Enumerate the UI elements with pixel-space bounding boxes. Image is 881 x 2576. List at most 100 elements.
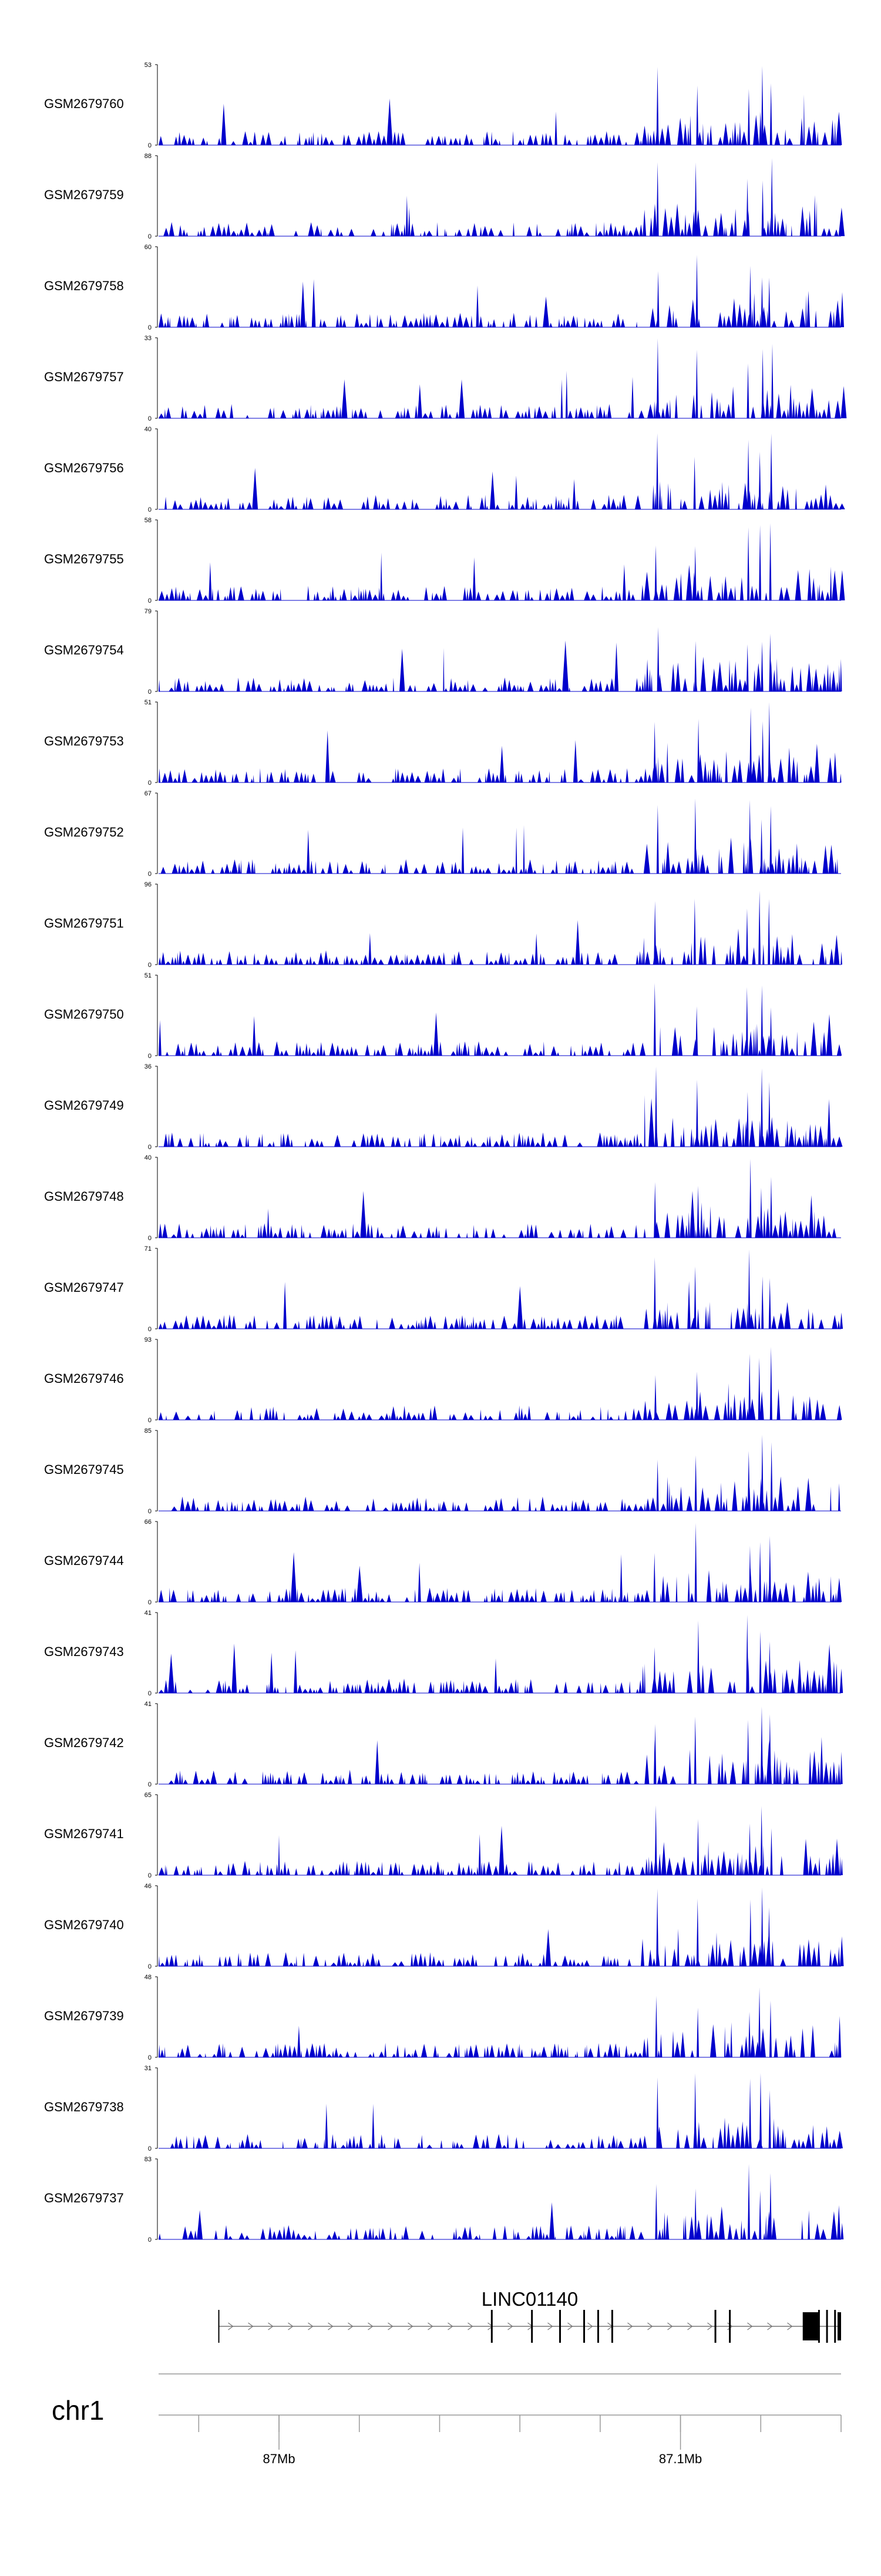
strand-arrow <box>667 2322 673 2330</box>
track-plot: 71 0 <box>144 1246 843 1333</box>
signal-peak <box>749 266 752 327</box>
signal-peak <box>697 1620 700 1693</box>
y-max-label: 66 <box>144 1519 152 1526</box>
signal-peak <box>748 1823 751 1875</box>
track-GSM2679750: GSM2679750 51 0 <box>0 973 881 1064</box>
y-min-label: 0 <box>148 1781 152 1788</box>
track-GSM2679742: GSM2679742 41 0 <box>0 1701 881 1792</box>
track-label: GSM2679751 <box>44 916 124 931</box>
y-max-label: 65 <box>144 1792 152 1799</box>
y-max-label: 60 <box>144 244 152 251</box>
signal-peak <box>761 180 764 236</box>
signal-peak <box>760 1806 763 1875</box>
signal-peak <box>657 627 660 691</box>
signal-peak <box>653 1647 656 1693</box>
signal-peak <box>693 898 696 965</box>
signal-peak <box>697 719 700 782</box>
signal-peak <box>761 1276 764 1329</box>
signal-peak <box>761 1435 764 1511</box>
track-GSM2679756: GSM2679756 40 0 <box>0 426 881 518</box>
signal-peak <box>654 1182 657 1238</box>
track-label: GSM2679759 <box>44 187 124 202</box>
track-GSM2679754: GSM2679754 79 0 <box>0 609 881 700</box>
gene-exon <box>597 2310 599 2343</box>
signal-peak <box>747 363 749 418</box>
signal-peak <box>653 983 656 1056</box>
signal-peak <box>768 1082 771 1147</box>
track-GSM2679744: GSM2679744 66 0 <box>0 1519 881 1610</box>
track-plot: 51 0 <box>144 973 842 1060</box>
strand-arrow <box>627 2322 633 2330</box>
signal-peak <box>746 179 749 236</box>
y-max-label: 58 <box>144 518 152 524</box>
strand-arrow <box>408 2322 413 2330</box>
y-max-label: 67 <box>144 791 152 797</box>
gene-exon <box>802 2312 819 2340</box>
track-GSM2679737: GSM2679737 83 0 <box>0 2157 881 2248</box>
y-max-label: 85 <box>144 1428 152 1435</box>
signal-peak <box>761 985 764 1056</box>
signal-peak <box>693 456 696 509</box>
y-max-label: 46 <box>144 1883 152 1890</box>
x-tick-label: 87Mb <box>263 2451 295 2466</box>
signal-area <box>159 1383 842 1420</box>
signal-area <box>159 1281 843 1329</box>
y-min-label: 0 <box>148 2145 152 2152</box>
track-plot: 48 0 <box>144 1974 842 2061</box>
track-label: GSM2679755 <box>44 552 124 566</box>
signal-peak <box>747 1450 750 1511</box>
signal-peak <box>697 1185 700 1238</box>
signal-peak <box>656 338 659 418</box>
gene-exon <box>818 2310 820 2343</box>
signal-peak <box>655 1066 658 1147</box>
y-min-label: 0 <box>148 1053 152 1060</box>
strand-arrow <box>228 2322 234 2330</box>
track-plot: 65 0 <box>144 1792 843 1879</box>
signal-peak <box>747 89 750 145</box>
signal-peak <box>654 1375 657 1420</box>
signal-peak <box>749 707 752 782</box>
signal-peak <box>749 1899 752 1966</box>
signal-peak <box>694 1523 697 1602</box>
track-label: GSM2679745 <box>44 1462 124 1477</box>
track-plot: 96 0 <box>144 882 842 969</box>
signal-peak <box>769 1007 772 1056</box>
track-plot: 33 0 <box>144 335 847 422</box>
signal-peak <box>768 277 771 327</box>
track-GSM2679747: GSM2679747 71 0 <box>0 1246 881 1337</box>
track-label: GSM2679741 <box>44 1826 124 1841</box>
track-plot: 58 0 <box>144 518 845 604</box>
strand-arrow <box>308 2322 314 2330</box>
track-label: GSM2679750 <box>44 1007 124 1022</box>
track-label: GSM2679737 <box>44 2191 124 2205</box>
signal-peak <box>695 350 698 418</box>
signal-area <box>159 1191 842 1238</box>
signal-peak <box>747 439 750 509</box>
signal-peak <box>759 2190 762 2239</box>
y-max-label: 93 <box>144 1337 152 1344</box>
y-min-label: 0 <box>148 962 152 969</box>
track-label: GSM2679738 <box>44 2100 124 2114</box>
track-GSM2679755: GSM2679755 58 0 <box>0 518 881 609</box>
signal-peak <box>694 1455 697 1511</box>
signal-peak <box>694 2188 697 2239</box>
track-plot: 79 0 <box>144 609 842 696</box>
y-max-label: 41 <box>144 1610 152 1617</box>
y-min-label: 0 <box>148 1872 152 1879</box>
x-tick-label: 87.1Mb <box>659 2451 702 2466</box>
signal-peak <box>694 162 697 236</box>
signal-peak <box>656 1888 659 1966</box>
signal-peak <box>769 2000 772 2057</box>
track-plot: 40 0 <box>144 1155 842 1242</box>
track-label: GSM2679748 <box>44 1189 124 1204</box>
signal-peak <box>768 1714 771 1784</box>
y-max-label: 83 <box>144 2157 152 2163</box>
track-GSM2679741: GSM2679741 65 0 <box>0 1792 881 1883</box>
gene-exon <box>714 2310 717 2343</box>
track-label: GSM2679739 <box>44 2009 124 2023</box>
signal-peak <box>761 349 764 418</box>
signal-area <box>159 825 842 874</box>
signal-peak <box>759 1631 762 1693</box>
strand-arrow <box>448 2322 453 2330</box>
gene-exon <box>826 2310 828 2343</box>
